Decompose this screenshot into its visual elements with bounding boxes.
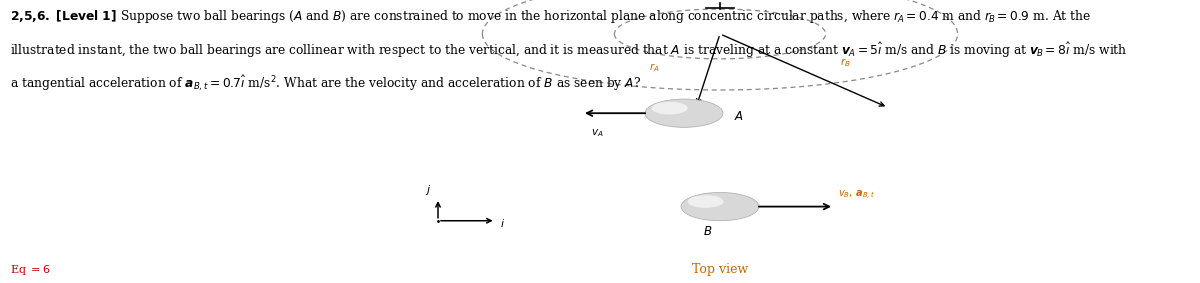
- Text: a tangential acceleration of $\boldsymbol{a}_{B,t} = 0.7\hat{\imath}$ m/s$^2$. W: a tangential acceleration of $\boldsymbo…: [10, 74, 641, 93]
- Ellipse shape: [682, 192, 760, 221]
- Ellipse shape: [646, 99, 722, 127]
- Text: illustrated instant, the two ball bearings are collinear with respect to the ver: illustrated instant, the two ball bearin…: [10, 41, 1127, 60]
- Ellipse shape: [688, 195, 724, 208]
- Text: Eq $= 6$: Eq $= 6$: [10, 263, 50, 277]
- Text: $j$: $j$: [425, 183, 432, 197]
- Text: $v_A$: $v_A$: [592, 127, 604, 139]
- Text: $A$: $A$: [734, 110, 744, 123]
- Text: $r_B$: $r_B$: [840, 56, 851, 69]
- Text: $i$: $i$: [500, 217, 505, 229]
- Ellipse shape: [652, 102, 688, 114]
- Text: $\mathbf{2{,}5{,}6.}$ $\mathbf{[Level\ 1]}$ Suppose two ball bearings ($A$ and $: $\mathbf{2{,}5{,}6.}$ $\mathbf{[Level\ 1…: [10, 8, 1091, 25]
- Text: $v_B,\, \boldsymbol{a}_{B,t}$: $v_B,\, \boldsymbol{a}_{B,t}$: [838, 189, 875, 202]
- Text: Top view: Top view: [692, 263, 748, 276]
- Text: $B$: $B$: [703, 225, 713, 238]
- Text: $r_A$: $r_A$: [649, 61, 659, 74]
